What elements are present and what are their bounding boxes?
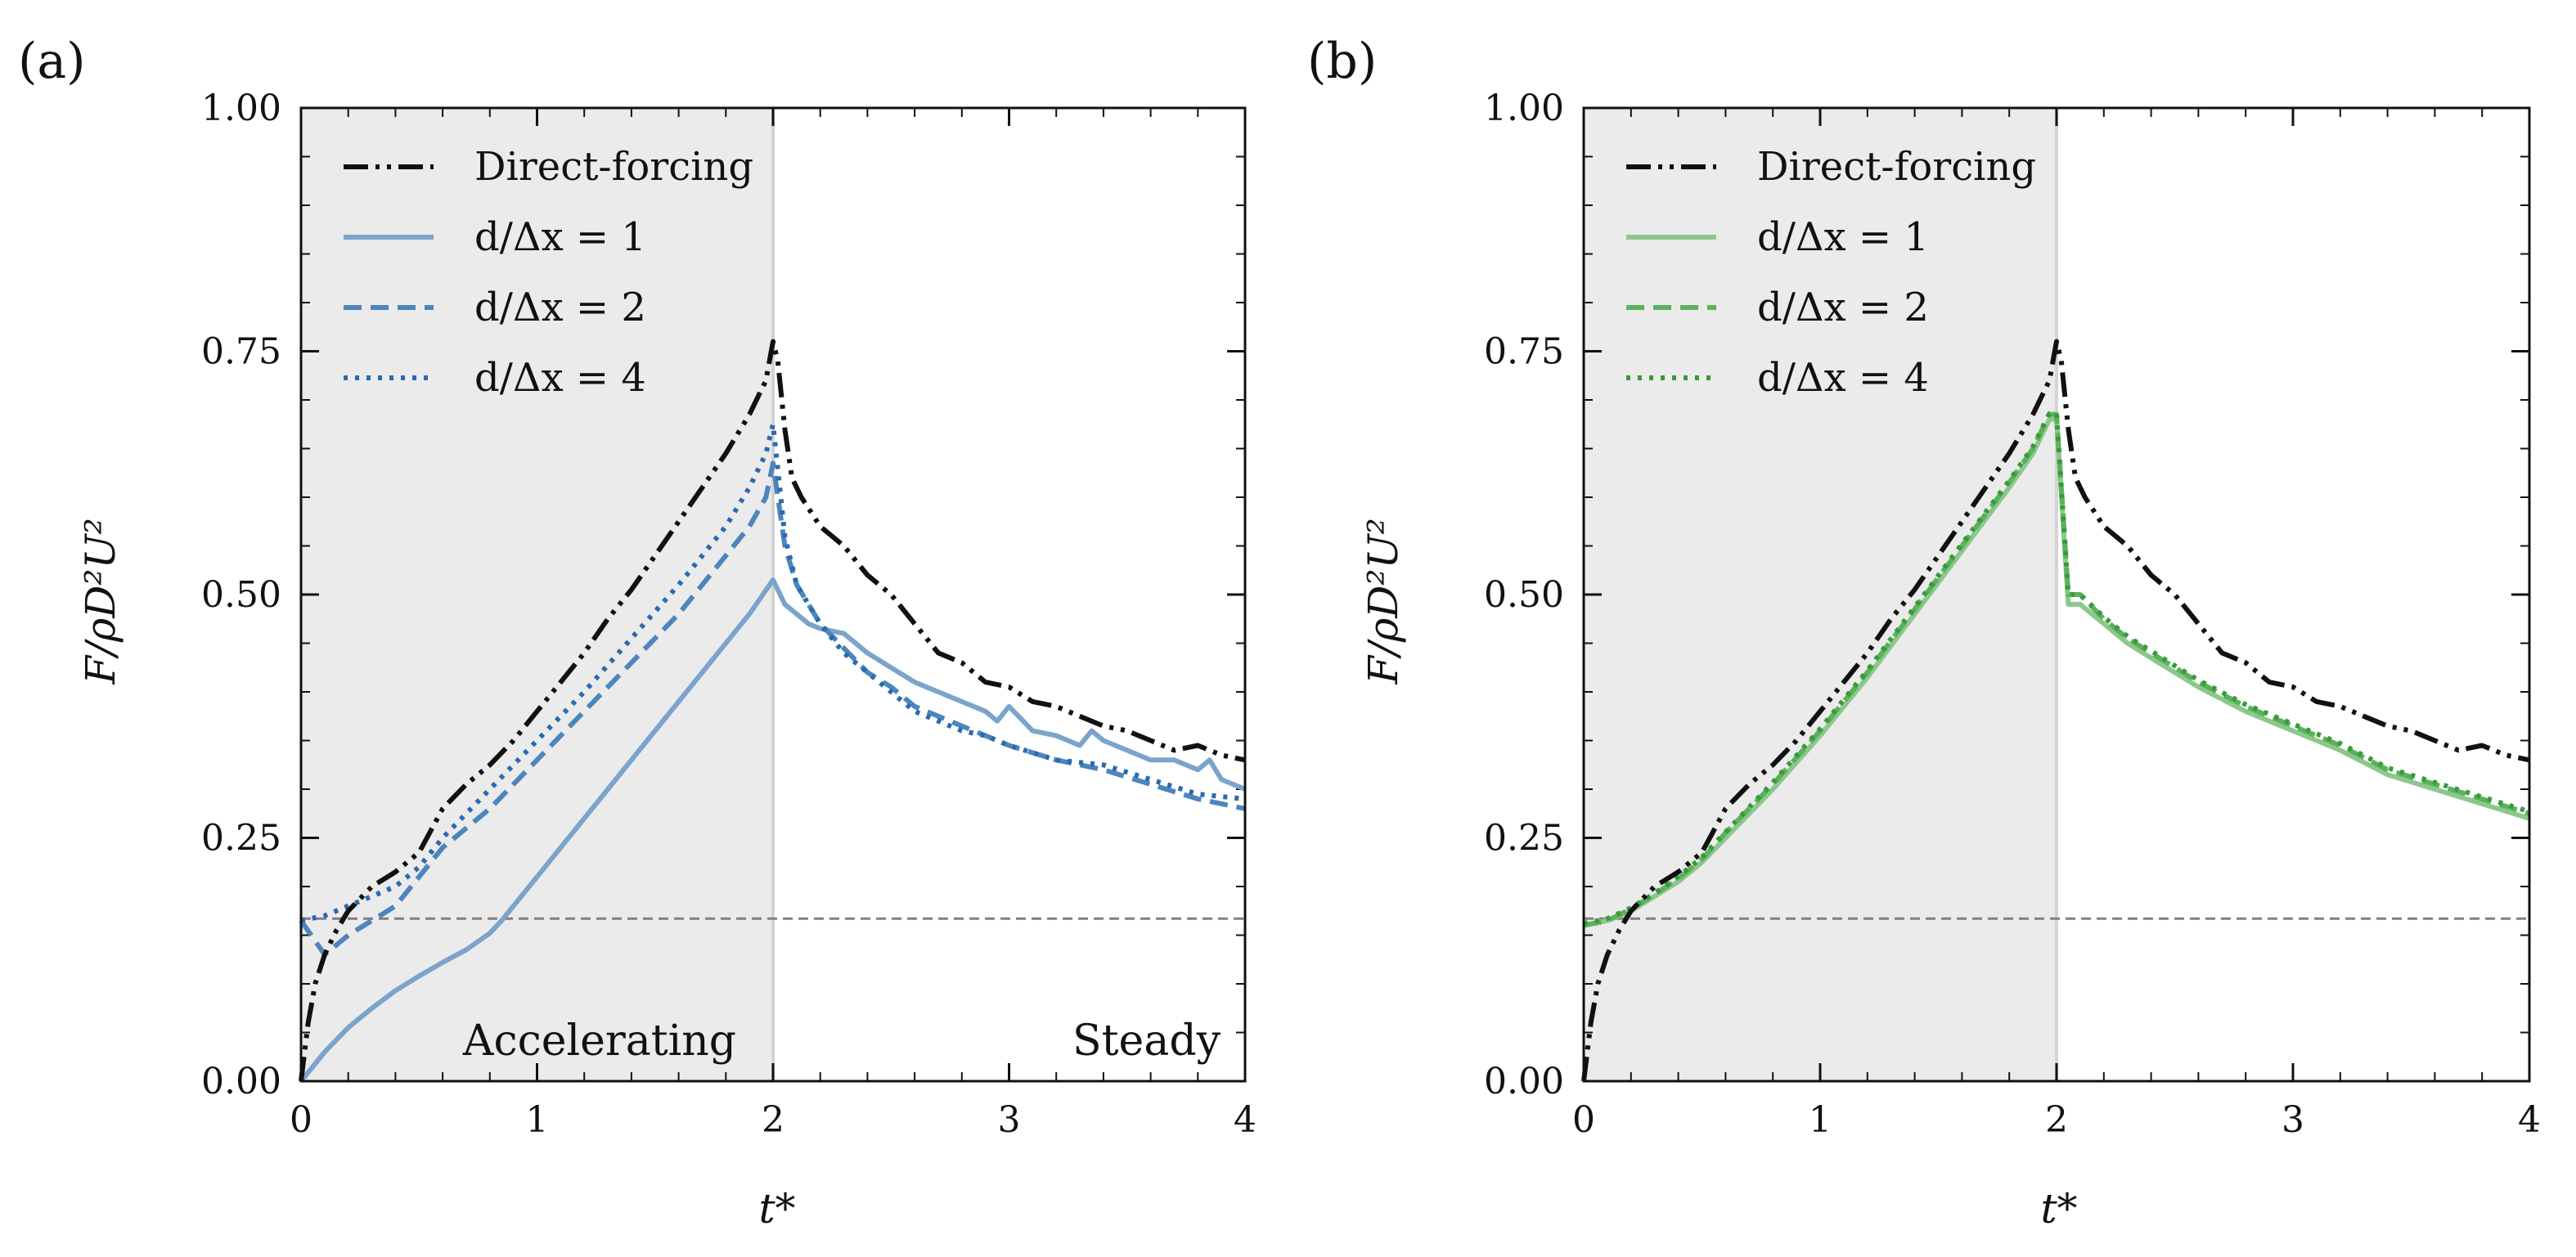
y-tick-label: 0.50 — [1484, 574, 1564, 616]
y-tick-label: 0.75 — [201, 331, 281, 373]
series-line-2 — [1583, 411, 2530, 928]
y-tick-label: 0.00 — [1484, 1061, 1564, 1102]
y-tick-label: 1.00 — [1484, 88, 1564, 129]
legend-label: d/Δx = 2 — [1757, 285, 1929, 330]
y-axis-label: F/ρD²U² — [77, 518, 124, 685]
plot-frame — [1582, 106, 2531, 1083]
legend-label: d/Δx = 1 — [1757, 214, 1929, 260]
y-tick-label: 0.75 — [1484, 331, 1564, 373]
legend-label: d/Δx = 4 — [474, 355, 646, 401]
region-label-steady: Steady — [1072, 1017, 1221, 1066]
legend-label: d/Δx = 1 — [474, 214, 646, 260]
panel-b: 0 1 2 3 4 0.00 0.25 0.50 0.75 1.00 (b) t* F/ρD²U²… — [1307, 33, 2541, 1232]
y-axis-label: F/ρD²U² — [1360, 518, 1407, 685]
plot-frame — [299, 106, 1247, 1083]
x-tick-label: 2 — [762, 1099, 784, 1141]
legend: Direct-forcing d/Δx = 1 d/Δx = 2 d/Δx = 4 — [344, 144, 753, 401]
y-tick-label: 0.00 — [201, 1061, 281, 1102]
y-tick-label: 0.25 — [201, 818, 281, 860]
legend-label: Direct-forcing — [474, 144, 753, 190]
x-tick-label: 2 — [2045, 1099, 2068, 1141]
x-tick-label: 4 — [1234, 1099, 1257, 1141]
x-tick-label: 1 — [1809, 1099, 1832, 1141]
legend: Direct-forcing d/Δx = 1 d/Δx = 2 d/Δx = 4 — [1626, 144, 2036, 401]
x-tick-label: 0 — [290, 1099, 312, 1141]
x-tick-label: 3 — [998, 1099, 1021, 1141]
x-tick-label: 0 — [1572, 1099, 1595, 1141]
panel-a: 0 1 2 3 4 0.00 0.25 0.50 0.75 1.00 (a) t* F/ρD²U²… — [18, 33, 1257, 1232]
region-label-accelerating: Accelerating — [462, 1017, 736, 1066]
x-tick-label: 4 — [2518, 1099, 2541, 1141]
legend-label: d/Δx = 4 — [1757, 355, 1929, 401]
panel-label: (b) — [1307, 33, 1377, 90]
series-line-1 — [299, 577, 1247, 1083]
series-line-3 — [300, 421, 1246, 923]
x-tick-label: 3 — [2282, 1099, 2304, 1141]
x-axis-label: t* — [758, 1185, 795, 1232]
legend-label: d/Δx = 2 — [474, 285, 646, 330]
series-line-1 — [1583, 416, 2530, 928]
panel-label: (a) — [18, 33, 86, 90]
x-axis-label: t* — [2040, 1185, 2077, 1232]
x-tick-label: 1 — [526, 1099, 549, 1141]
y-tick-label: 0.50 — [201, 574, 281, 616]
series-line-0 — [1581, 339, 2530, 1082]
y-tick-label: 0.25 — [1484, 818, 1564, 860]
series-line-0 — [299, 339, 1246, 1082]
y-tick-label: 1.00 — [201, 88, 281, 129]
legend-label: Direct-forcing — [1757, 144, 2036, 190]
